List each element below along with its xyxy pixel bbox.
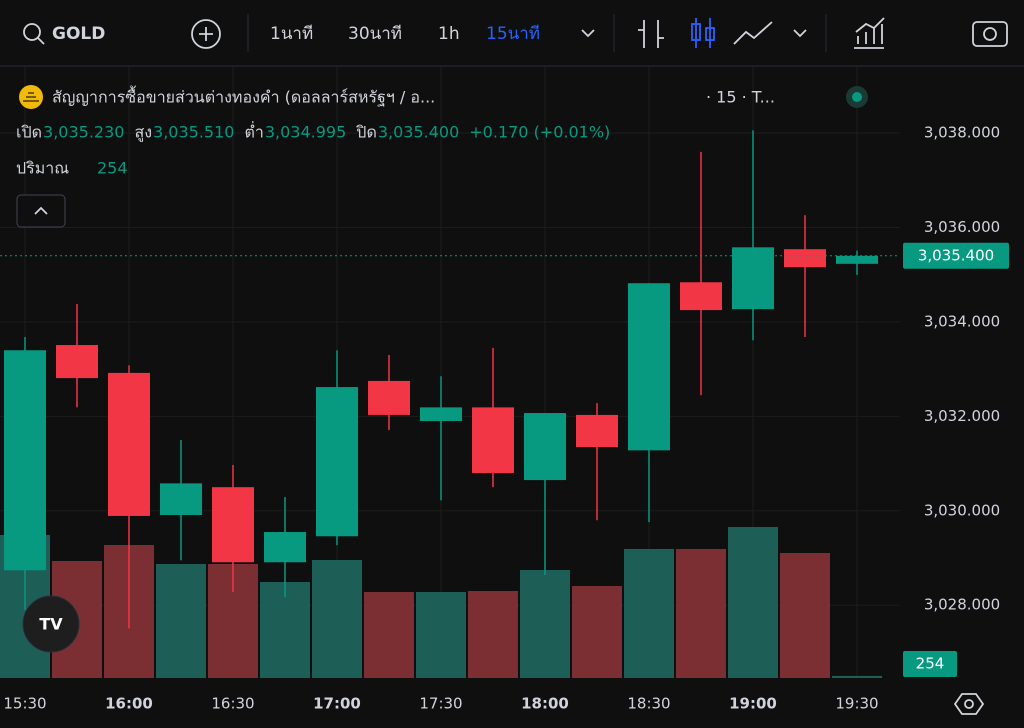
settings-icon[interactable] bbox=[953, 693, 985, 715]
y-tick-label: 3,038.000 bbox=[924, 124, 1000, 142]
volume-bar bbox=[832, 675, 882, 678]
add-icon bbox=[199, 27, 213, 41]
tv-logo[interactable] bbox=[22, 595, 80, 653]
change: +0.170 (+0.01%) bbox=[469, 123, 610, 142]
candle-body bbox=[784, 249, 826, 268]
volume-bar bbox=[728, 527, 778, 678]
symbol-logo bbox=[23, 92, 39, 102]
search-icon[interactable] bbox=[23, 23, 41, 41]
y-tick-label: 3,032.000 bbox=[924, 407, 1000, 425]
y-tick-label: 3,036.000 bbox=[924, 218, 1000, 236]
candles-icon bbox=[691, 23, 701, 41]
toolbar: GOLD 1นาที 30นาที 1h 15นาที bbox=[0, 14, 1024, 67]
candle-body bbox=[368, 380, 410, 415]
x-tick-label: 18:00 bbox=[521, 695, 569, 713]
ohlc-value: 3,035.230 bbox=[43, 123, 124, 142]
symbol-title: สัญญาการซื้อขายส่วนต่างทองคำ (ดอลลาร์สหร… bbox=[52, 86, 435, 107]
symbol-suffix: · 15 · T... bbox=[706, 88, 775, 107]
status-dot bbox=[852, 92, 862, 102]
dropdown[interactable] bbox=[793, 29, 807, 38]
interval-active[interactable]: 15นาที bbox=[486, 24, 540, 44]
candle-body bbox=[732, 247, 774, 310]
collapse-button[interactable] bbox=[16, 194, 66, 228]
x-tick-label: 18:30 bbox=[627, 695, 670, 713]
volume-bar bbox=[572, 586, 622, 678]
candle-body bbox=[836, 255, 878, 264]
settings-icon bbox=[964, 699, 974, 709]
interval[interactable]: 1นาที bbox=[270, 24, 313, 44]
legend: สัญญาการซื้อขายส่วนต่างทองคำ (ดอลลาร์สหร… bbox=[16, 85, 868, 228]
volume-label: ปริมาณ bbox=[16, 159, 69, 178]
collapse-icon bbox=[34, 206, 48, 215]
volume-value: 254 bbox=[97, 159, 128, 178]
volume-bar bbox=[676, 549, 726, 678]
volume-bar bbox=[364, 592, 414, 678]
camera-icon[interactable] bbox=[972, 21, 1008, 47]
volume-bar bbox=[780, 553, 830, 678]
symbol[interactable]: GOLD bbox=[52, 24, 105, 44]
dropdown[interactable] bbox=[581, 29, 595, 38]
candles-icon bbox=[705, 27, 715, 41]
candle-body bbox=[212, 487, 254, 563]
volume-bar bbox=[156, 564, 206, 678]
candle-body bbox=[160, 483, 202, 516]
volume-bar bbox=[520, 570, 570, 678]
candle-body bbox=[576, 414, 618, 448]
x-tick-label: 19:00 bbox=[729, 695, 777, 713]
candle-body bbox=[108, 372, 150, 516]
candle-body bbox=[680, 282, 722, 311]
ohlc-value: 3,034.995 bbox=[265, 123, 346, 142]
camera-icon bbox=[983, 27, 997, 41]
ohlc-label: ต่ำ bbox=[244, 121, 263, 142]
volume-bar bbox=[416, 592, 466, 678]
x-tick-label: 16:30 bbox=[211, 695, 254, 713]
interval[interactable]: 30นาที bbox=[348, 24, 402, 44]
ohlc-value: 3,035.510 bbox=[153, 123, 234, 142]
volume-bar bbox=[260, 582, 310, 678]
last-price-label: 3,035.400 bbox=[918, 246, 994, 264]
search-icon bbox=[37, 37, 45, 45]
volume-bar bbox=[468, 591, 518, 678]
x-tick-label: 15:30 bbox=[3, 695, 46, 713]
candle-body bbox=[420, 407, 462, 422]
x-tick-label: 16:00 bbox=[105, 695, 153, 713]
candle-body bbox=[628, 283, 670, 451]
x-tick-label: 19:30 bbox=[835, 695, 878, 713]
volume-bar bbox=[624, 549, 674, 678]
plot: 3,028.000 3,030.000 3,032.000 3,034.000 3,03… bbox=[0, 66, 1009, 713]
candle-body bbox=[56, 345, 98, 379]
candle-body bbox=[264, 532, 306, 563]
x-tick-label: 17:30 bbox=[419, 695, 462, 713]
volume-tag bbox=[903, 651, 957, 677]
ohlc-label: สูง bbox=[134, 123, 152, 143]
x-tick-label: 17:00 bbox=[313, 695, 361, 713]
y-tick-label: 3,030.000 bbox=[924, 501, 1000, 519]
area-icon[interactable] bbox=[733, 21, 773, 45]
candle-body bbox=[4, 350, 46, 571]
add-button[interactable] bbox=[191, 19, 221, 49]
y-tick-label: 3,028.000 bbox=[924, 596, 1000, 614]
candle-body bbox=[524, 413, 566, 481]
candles-icon[interactable] bbox=[695, 18, 711, 48]
last-price-tag bbox=[903, 242, 1009, 269]
interval[interactable]: 1h bbox=[438, 24, 460, 44]
ohlc-label: ปิด bbox=[356, 123, 377, 142]
ohlc-row: เปิด 3,035.230 สูง 3,035.510 ต่ำ 3,034.995 ปิด… bbox=[16, 121, 610, 143]
bars-icon[interactable] bbox=[638, 20, 664, 48]
candle-body bbox=[472, 407, 514, 474]
ohlc-label: เปิด bbox=[16, 123, 42, 142]
ohlc-value: 3,035.400 bbox=[378, 123, 459, 142]
candle-body bbox=[316, 387, 358, 537]
indicators-icon[interactable] bbox=[854, 17, 885, 49]
tv-logo-text: TV bbox=[39, 615, 63, 634]
volume-tag-label: 254 bbox=[916, 655, 945, 673]
y-tick-label: 3,034.000 bbox=[924, 312, 1000, 330]
volume-bar bbox=[312, 560, 362, 678]
